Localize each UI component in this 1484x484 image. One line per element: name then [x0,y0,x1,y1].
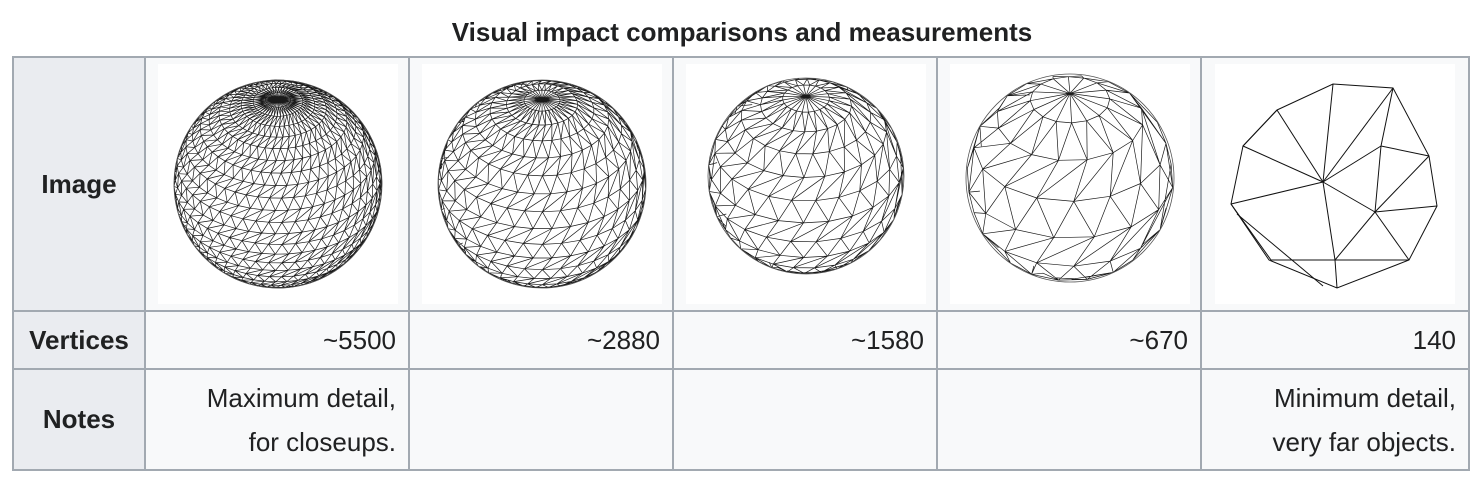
image-cell [144,56,410,312]
image-cell [672,56,938,312]
image-row: Image [12,56,1470,312]
row-header-notes: Notes [12,368,146,471]
table-caption: Visual impact comparisons and measuremen… [451,17,1033,47]
notes-line: very far objects. [1272,426,1456,457]
image-cell [408,56,674,312]
vertices-cell: ~2880 [408,310,674,370]
image-cell [936,56,1202,312]
notes-cell [408,368,674,471]
notes-cell [672,368,938,471]
notes-cell [936,368,1202,471]
row-header-image: Image [12,56,146,312]
vertices-cell: ~670 [936,310,1202,370]
sphere-wireframe-670-icon[interactable] [950,64,1190,304]
notes-line: Minimum detail, [1273,382,1456,413]
comparison-table: Image [12,56,1470,471]
notes-row: Notes Maximum detail, for closeups. Mini… [12,368,1470,471]
notes-line: Maximum detail, [206,382,396,413]
sphere-wireframe-5500-icon[interactable] [158,64,398,304]
vertices-row: Vertices ~5500 ~2880 ~1580 ~670 140 [12,310,1470,370]
vertices-cell: ~5500 [144,310,410,370]
row-header-vertices: Vertices [12,310,146,370]
vertices-cell: ~1580 [672,310,938,370]
polyhedron-wireframe-140-icon[interactable] [1215,64,1455,304]
image-cell [1200,56,1470,312]
notes-cell: Maximum detail, for closeups. [144,368,410,471]
vertices-cell: 140 [1200,310,1470,370]
sphere-wireframe-2880-icon[interactable] [422,64,662,304]
notes-line: for closeups. [248,426,396,457]
sphere-wireframe-1580-icon[interactable] [686,64,926,304]
notes-cell: Minimum detail, very far objects. [1200,368,1470,471]
